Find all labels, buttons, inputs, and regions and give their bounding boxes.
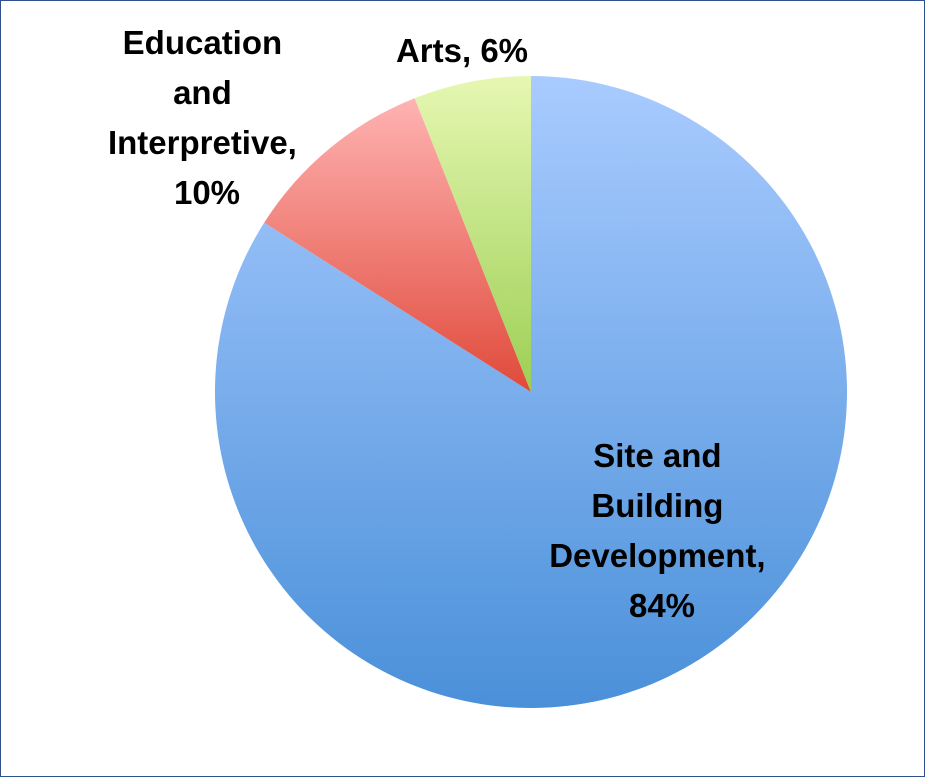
slice-labels: Site and Building Development, 84% Educa… — [108, 24, 775, 624]
slice-label-arts: Arts, 6% — [396, 32, 528, 69]
pie-slice-education-and-interpretive — [264, 98, 531, 393]
slice-label-site-and-building: Site and Building Development, 84% — [549, 437, 775, 624]
pie-slices — [215, 76, 848, 708]
pie-slice-arts — [414, 76, 531, 392]
slice-label-education-and-interpretive: Education and Interpretive, 10% — [108, 24, 306, 211]
